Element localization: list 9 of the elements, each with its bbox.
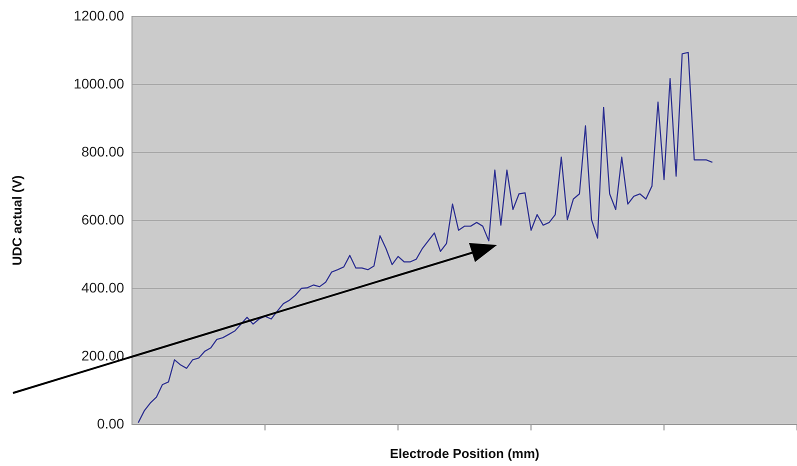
x-axis-title: Electrode Position (mm) [390,446,540,461]
y-tick-label: 1200.00 [74,7,124,24]
y-tick-label: 200.00 [81,347,124,364]
y-tick-label: 400.00 [81,279,124,296]
y-tick-label: 1000.00 [74,75,124,92]
y-axis-title: UDC actual (V) [9,175,24,266]
y-tick-label: 0.00 [96,415,124,432]
y-tick-label: 600.00 [81,211,124,228]
y-tick-label: 800.00 [81,143,124,160]
